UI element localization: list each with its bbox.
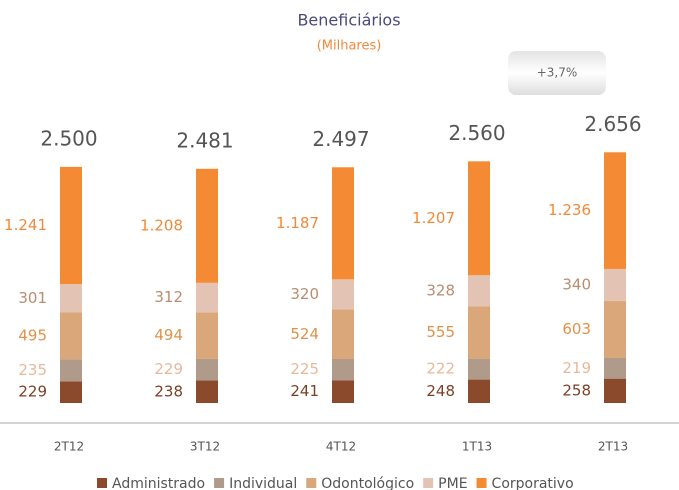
data-label: 225 (290, 360, 319, 378)
bar-segment (332, 167, 354, 280)
data-label: 1.208 (140, 216, 183, 234)
data-label: 248 (426, 382, 455, 400)
bar-segment (60, 312, 82, 360)
chart-title: Beneficiários (297, 11, 400, 30)
chart-subtitle: (Milhares) (317, 39, 382, 54)
total-label: 2.656 (584, 112, 641, 136)
data-label: 219 (562, 359, 591, 377)
x-tick-label: 3T12 (190, 440, 220, 454)
x-tick-label: 2T13 (598, 440, 628, 454)
data-label: 320 (290, 285, 319, 303)
bar-segment (60, 166, 82, 285)
data-label: 494 (154, 326, 183, 344)
legend-swatch (97, 478, 107, 488)
annotation: +3,7% (537, 66, 578, 80)
legend-label: PME (438, 476, 467, 490)
bar-segment (332, 380, 354, 403)
data-label: 1.207 (412, 209, 455, 227)
bar-segment (196, 282, 218, 313)
data-label: 238 (154, 382, 183, 400)
bar-segment (468, 379, 490, 403)
total-label: 2.481 (176, 128, 233, 152)
bar-segment (196, 380, 218, 403)
bar-segment (468, 275, 490, 307)
bar-segment (332, 279, 354, 310)
data-label: 603 (562, 320, 591, 338)
bar-segment (604, 152, 626, 269)
legend-label: Odontológico (321, 476, 414, 490)
bar-segment (60, 284, 82, 313)
total-label: 2.497 (312, 127, 369, 151)
data-label: 1.241 (4, 216, 47, 234)
legend-label: Individual (229, 476, 297, 490)
bar-segment (196, 358, 218, 381)
data-label: 301 (18, 289, 47, 307)
legend-swatch (476, 478, 487, 488)
bar-segment (604, 357, 626, 379)
legend-label: Administrado (112, 476, 205, 490)
data-label: 495 (18, 326, 47, 344)
data-label: 328 (426, 281, 455, 299)
bar-segment (60, 359, 82, 382)
data-label: 258 (562, 381, 591, 399)
data-label: 241 (290, 382, 319, 400)
data-label: 1.236 (548, 201, 591, 219)
data-label: 340 (562, 276, 591, 294)
x-tick-label: 2T12 (54, 440, 84, 454)
bar-segment (60, 381, 82, 403)
bar-segment (468, 306, 490, 359)
legend-swatch (423, 478, 434, 488)
bar-segment (604, 301, 626, 358)
legend-swatch (306, 478, 317, 488)
data-label: 229 (154, 360, 183, 378)
annotation-badge (508, 51, 606, 95)
bar-segment (604, 378, 626, 403)
bar-segment (468, 161, 490, 276)
data-label: 229 (18, 383, 47, 401)
total-label: 2.500 (40, 127, 97, 151)
total-label: 2.560 (448, 121, 505, 145)
legend-label: Corporativo (492, 476, 574, 490)
data-label: 555 (426, 323, 455, 341)
data-label: 1.187 (276, 214, 319, 232)
x-tick-label: 1T13 (462, 440, 492, 454)
x-tick-label: 4T12 (326, 440, 356, 454)
bar-segment (604, 268, 626, 302)
data-label: 235 (18, 361, 47, 379)
bar-segment (468, 358, 490, 380)
data-label: 312 (154, 288, 183, 306)
bar-segment (196, 312, 218, 359)
data-label: 222 (426, 360, 455, 378)
bar-segment (196, 168, 218, 283)
bar-segment (332, 309, 354, 360)
bar-segment (332, 359, 354, 381)
legend-swatch (214, 478, 225, 488)
data-label: 524 (290, 325, 319, 343)
